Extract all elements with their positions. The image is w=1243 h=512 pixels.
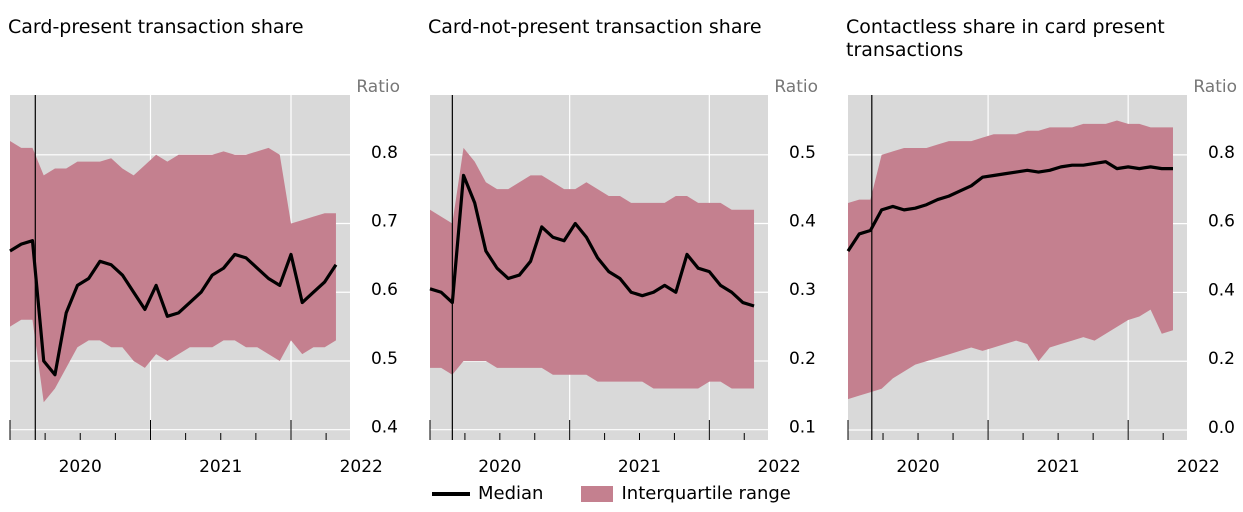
y-tick-label: 0.2 xyxy=(1208,349,1235,369)
iqr-band xyxy=(430,147,755,389)
x-tick-label: 2021 xyxy=(618,457,661,477)
y-tick-label: 0.4 xyxy=(1208,280,1235,300)
iqr-band xyxy=(848,120,1173,400)
legend-label: Median xyxy=(478,483,544,504)
y-tick-label: 0.0 xyxy=(1208,418,1235,438)
iqr-band xyxy=(10,141,336,403)
y-tick-label: 0.7 xyxy=(371,212,398,232)
x-tick-label: 2020 xyxy=(896,457,939,477)
y-tick-label: 0.2 xyxy=(789,349,816,369)
y-axis-label: Ratio xyxy=(774,77,818,97)
x-tick-label: 2021 xyxy=(1036,457,1079,477)
legend-item: Interquartile range xyxy=(581,483,791,504)
x-tick-label: 2022 xyxy=(758,457,801,477)
y-tick-label: 0.4 xyxy=(371,418,398,438)
y-axis-label: Ratio xyxy=(1193,77,1237,97)
x-tick-label: 2022 xyxy=(340,457,383,477)
legend-swatch xyxy=(432,491,470,496)
y-tick-label: 0.1 xyxy=(789,418,816,438)
y-tick-label: 0.6 xyxy=(371,280,398,300)
y-axis-label: Ratio xyxy=(356,77,400,97)
legend-swatch xyxy=(581,485,614,502)
x-tick-label: 2021 xyxy=(199,457,242,477)
legend-item: Median xyxy=(432,483,543,504)
y-tick-label: 0.6 xyxy=(1208,212,1235,232)
panel-title: Card-present transaction share xyxy=(8,16,304,38)
y-tick-label: 0.8 xyxy=(371,143,398,163)
panel-title: Contactless share in card present transa… xyxy=(846,16,1165,61)
y-tick-label: 0.5 xyxy=(789,143,816,163)
median-line xyxy=(429,173,755,308)
median-line xyxy=(846,160,1173,253)
x-tick-label: 2020 xyxy=(478,457,521,477)
y-tick-label: 0.5 xyxy=(371,349,398,369)
x-tick-label: 2022 xyxy=(1177,457,1220,477)
legend-label: Interquartile range xyxy=(621,483,791,504)
y-tick-label: 0.4 xyxy=(789,212,816,232)
panel-title: Card-not-present transaction share xyxy=(428,16,762,38)
y-tick-label: 0.8 xyxy=(1208,143,1235,163)
y-tick-label: 0.3 xyxy=(789,280,816,300)
median-line xyxy=(9,239,338,377)
legend: Median Interquartile range xyxy=(432,483,819,504)
x-tick-label: 2020 xyxy=(59,457,102,477)
